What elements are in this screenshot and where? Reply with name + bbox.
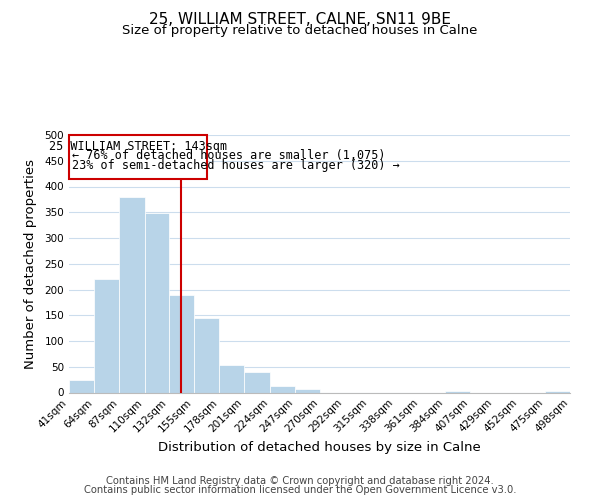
Bar <box>219 365 244 392</box>
Bar <box>194 318 219 392</box>
Bar <box>169 294 194 392</box>
Text: 23% of semi-detached houses are larger (320) →: 23% of semi-detached houses are larger (… <box>72 158 400 172</box>
Text: Contains public sector information licensed under the Open Government Licence v3: Contains public sector information licen… <box>84 485 516 495</box>
Text: Contains HM Land Registry data © Crown copyright and database right 2024.: Contains HM Land Registry data © Crown c… <box>106 476 494 486</box>
Text: 25, WILLIAM STREET, CALNE, SN11 9BE: 25, WILLIAM STREET, CALNE, SN11 9BE <box>149 12 451 28</box>
Bar <box>244 372 269 392</box>
Bar <box>94 279 119 392</box>
Bar <box>119 197 145 392</box>
Bar <box>269 386 295 392</box>
Bar <box>69 380 94 392</box>
FancyBboxPatch shape <box>69 135 207 179</box>
Bar <box>145 214 169 392</box>
Text: 25 WILLIAM STREET: 143sqm: 25 WILLIAM STREET: 143sqm <box>49 140 227 153</box>
Text: ← 76% of detached houses are smaller (1,075): ← 76% of detached houses are smaller (1,… <box>72 150 386 162</box>
Bar <box>295 390 320 392</box>
Y-axis label: Number of detached properties: Number of detached properties <box>25 159 37 369</box>
Text: Size of property relative to detached houses in Calne: Size of property relative to detached ho… <box>122 24 478 37</box>
X-axis label: Distribution of detached houses by size in Calne: Distribution of detached houses by size … <box>158 441 481 454</box>
